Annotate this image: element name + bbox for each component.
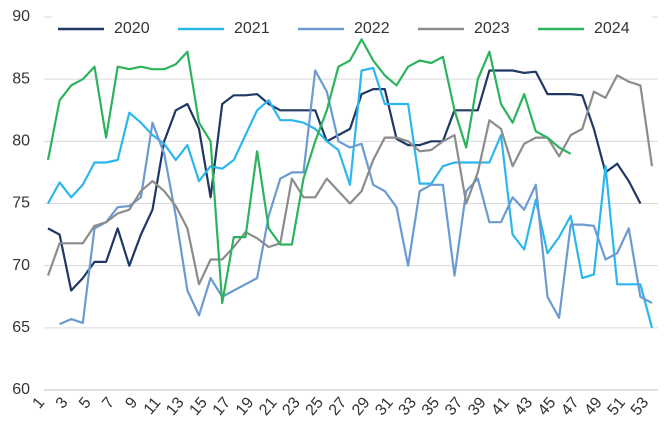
x-tick-label: 49 [581,394,606,419]
legend-label: 2022 [354,20,390,37]
x-tick-label: 51 [605,394,630,419]
x-tick-label: 29 [349,394,374,419]
x-tick-label: 45 [535,394,560,419]
x-tick-label: 1 [30,394,49,412]
series-line [46,74,654,286]
x-tick-label: 21 [256,394,281,419]
x-tick-label: 3 [53,394,72,412]
series-line [46,38,572,305]
series-line [59,69,653,326]
legend-label: 2023 [474,20,510,37]
x-tick-label: 31 [372,394,397,419]
x-tick-label: 33 [396,394,421,419]
legend-label: 2024 [594,20,630,37]
x-tick-label: 15 [186,394,211,419]
x-tick-label: 39 [465,394,490,419]
x-tick-label: 9 [122,394,141,412]
x-tick-label: 19 [233,394,258,419]
y-tick-label: 90 [12,8,30,25]
y-tick-label: 75 [12,195,30,212]
x-tick-label: 53 [628,394,653,419]
x-tick-label: 27 [326,394,351,419]
x-tick-label: 35 [419,394,444,419]
y-tick-label: 80 [12,133,30,150]
x-tick-label: 13 [163,394,188,419]
series-line [47,69,642,292]
x-tick-label: 41 [488,394,513,419]
y-tick-label: 60 [12,381,30,398]
x-tick-label: 43 [512,394,537,419]
x-tick-label: 23 [279,394,304,419]
x-tick-label: 17 [210,394,235,419]
legend-label: 2021 [234,20,270,37]
x-tick-label: 5 [76,394,95,412]
x-tick-label: 25 [303,394,328,419]
y-tick-label: 85 [12,70,30,87]
y-tick-label: 65 [12,319,30,336]
x-tick-label: 7 [99,394,118,412]
x-tick-label: 37 [442,394,467,419]
x-tick-label: 11 [141,394,165,418]
legend-label: 2020 [114,20,150,37]
series-line [47,66,654,329]
y-tick-label: 70 [12,257,30,274]
x-tick-label: 47 [558,394,583,419]
